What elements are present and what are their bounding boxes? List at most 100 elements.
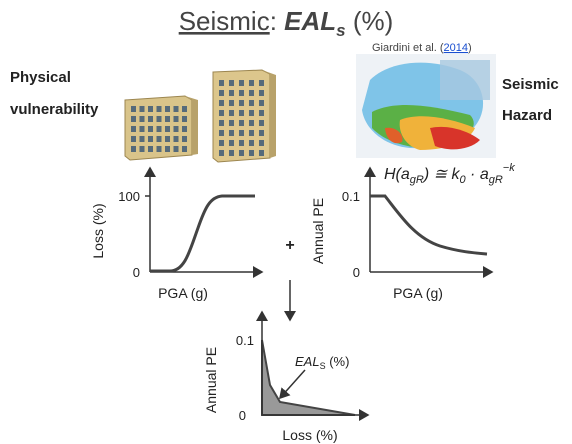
window	[259, 130, 264, 136]
window	[259, 110, 264, 116]
window	[219, 150, 224, 156]
window	[182, 116, 187, 122]
window	[259, 120, 264, 126]
window	[148, 146, 153, 152]
window	[173, 136, 179, 142]
hazard-map	[356, 54, 496, 158]
window	[229, 80, 234, 86]
title-unit: (%)	[353, 6, 393, 36]
citation: Giardini et al. (2014)	[372, 42, 472, 54]
building-illustration	[124, 69, 276, 163]
window	[156, 146, 162, 152]
window	[148, 116, 153, 122]
window	[219, 80, 224, 86]
window	[165, 136, 170, 142]
formula-part: a	[401, 166, 410, 183]
citation-year[interactable]: 2014	[444, 42, 468, 54]
window	[249, 80, 254, 86]
title: Seismic: EALs (%)	[179, 6, 394, 42]
annotation-subscript: S	[320, 361, 326, 371]
window	[219, 90, 224, 96]
y-tick-label: 0.1	[342, 189, 360, 204]
window	[156, 136, 162, 142]
window	[229, 100, 234, 106]
window	[148, 126, 153, 132]
fragility-chart: 100 0 Loss (%) PGA (g)	[90, 166, 264, 301]
window	[239, 150, 244, 156]
formula-part: −k	[503, 162, 515, 174]
window	[229, 150, 234, 156]
window	[182, 126, 187, 132]
left-label: vulnerability	[10, 101, 99, 118]
hazard-curve	[370, 194, 488, 256]
window	[239, 120, 244, 126]
window	[219, 140, 224, 146]
window	[173, 116, 179, 122]
window	[249, 120, 254, 126]
y-axis-label: Annual PE	[203, 347, 219, 413]
window	[249, 140, 254, 146]
window	[156, 126, 162, 132]
window	[249, 110, 254, 116]
citation-authors: Giardini et al. (	[372, 42, 444, 54]
window	[229, 90, 234, 96]
window	[229, 110, 234, 116]
window	[131, 126, 136, 132]
fragility-curve	[150, 194, 255, 273]
annotation-unit: (%)	[329, 354, 349, 369]
window	[219, 110, 224, 116]
window	[173, 126, 179, 132]
formula-part: · a	[466, 166, 489, 183]
left-label: Physical	[10, 69, 71, 86]
loss-chart: 0.1 0 Annual PE Loss (%) EALS (%)	[203, 310, 370, 443]
window	[229, 140, 234, 146]
right-label: Hazard	[502, 107, 552, 124]
x-axis-label: PGA (g)	[158, 285, 208, 301]
y-tick-label: 0	[353, 265, 360, 280]
window	[131, 146, 136, 152]
window	[131, 116, 136, 122]
window	[259, 80, 264, 86]
window	[249, 150, 254, 156]
window	[148, 136, 153, 142]
window	[139, 136, 145, 142]
window	[219, 130, 224, 136]
window	[165, 106, 170, 112]
window	[239, 130, 244, 136]
window	[249, 130, 254, 136]
hazard-chart: 0.1 0 Annual PE PGA (g)	[310, 166, 494, 301]
y-tick-label: 0	[133, 265, 140, 280]
window	[182, 106, 187, 112]
plus-sign: +	[285, 237, 294, 254]
formula-part: gR	[410, 174, 424, 186]
y-axis-label: Loss (%)	[90, 203, 106, 258]
citation-close: )	[468, 42, 472, 54]
window	[249, 100, 254, 106]
formula: H(agR) ≅ k0 · agR−k	[384, 162, 515, 186]
formula-part: 0	[459, 174, 466, 186]
window	[239, 80, 244, 86]
annotation-arrow	[279, 369, 306, 400]
y-tick-label: 100	[118, 189, 140, 204]
window	[239, 90, 244, 96]
window	[219, 120, 224, 126]
annotation-metric: EAL	[295, 354, 320, 369]
y-tick-label: 0.1	[236, 333, 254, 348]
window	[173, 106, 179, 112]
y-axis-label: Annual PE	[310, 198, 326, 264]
window	[165, 126, 170, 132]
formula-part: gR	[489, 174, 503, 186]
window	[139, 126, 145, 132]
window	[239, 140, 244, 146]
window	[139, 146, 145, 152]
window	[219, 100, 224, 106]
window	[229, 130, 234, 136]
loss-area	[261, 339, 356, 416]
window	[139, 106, 145, 112]
window	[249, 90, 254, 96]
window	[182, 146, 187, 152]
x-axis-label: PGA (g)	[393, 285, 443, 301]
title-word: Seismic	[179, 6, 270, 36]
window	[259, 100, 264, 106]
